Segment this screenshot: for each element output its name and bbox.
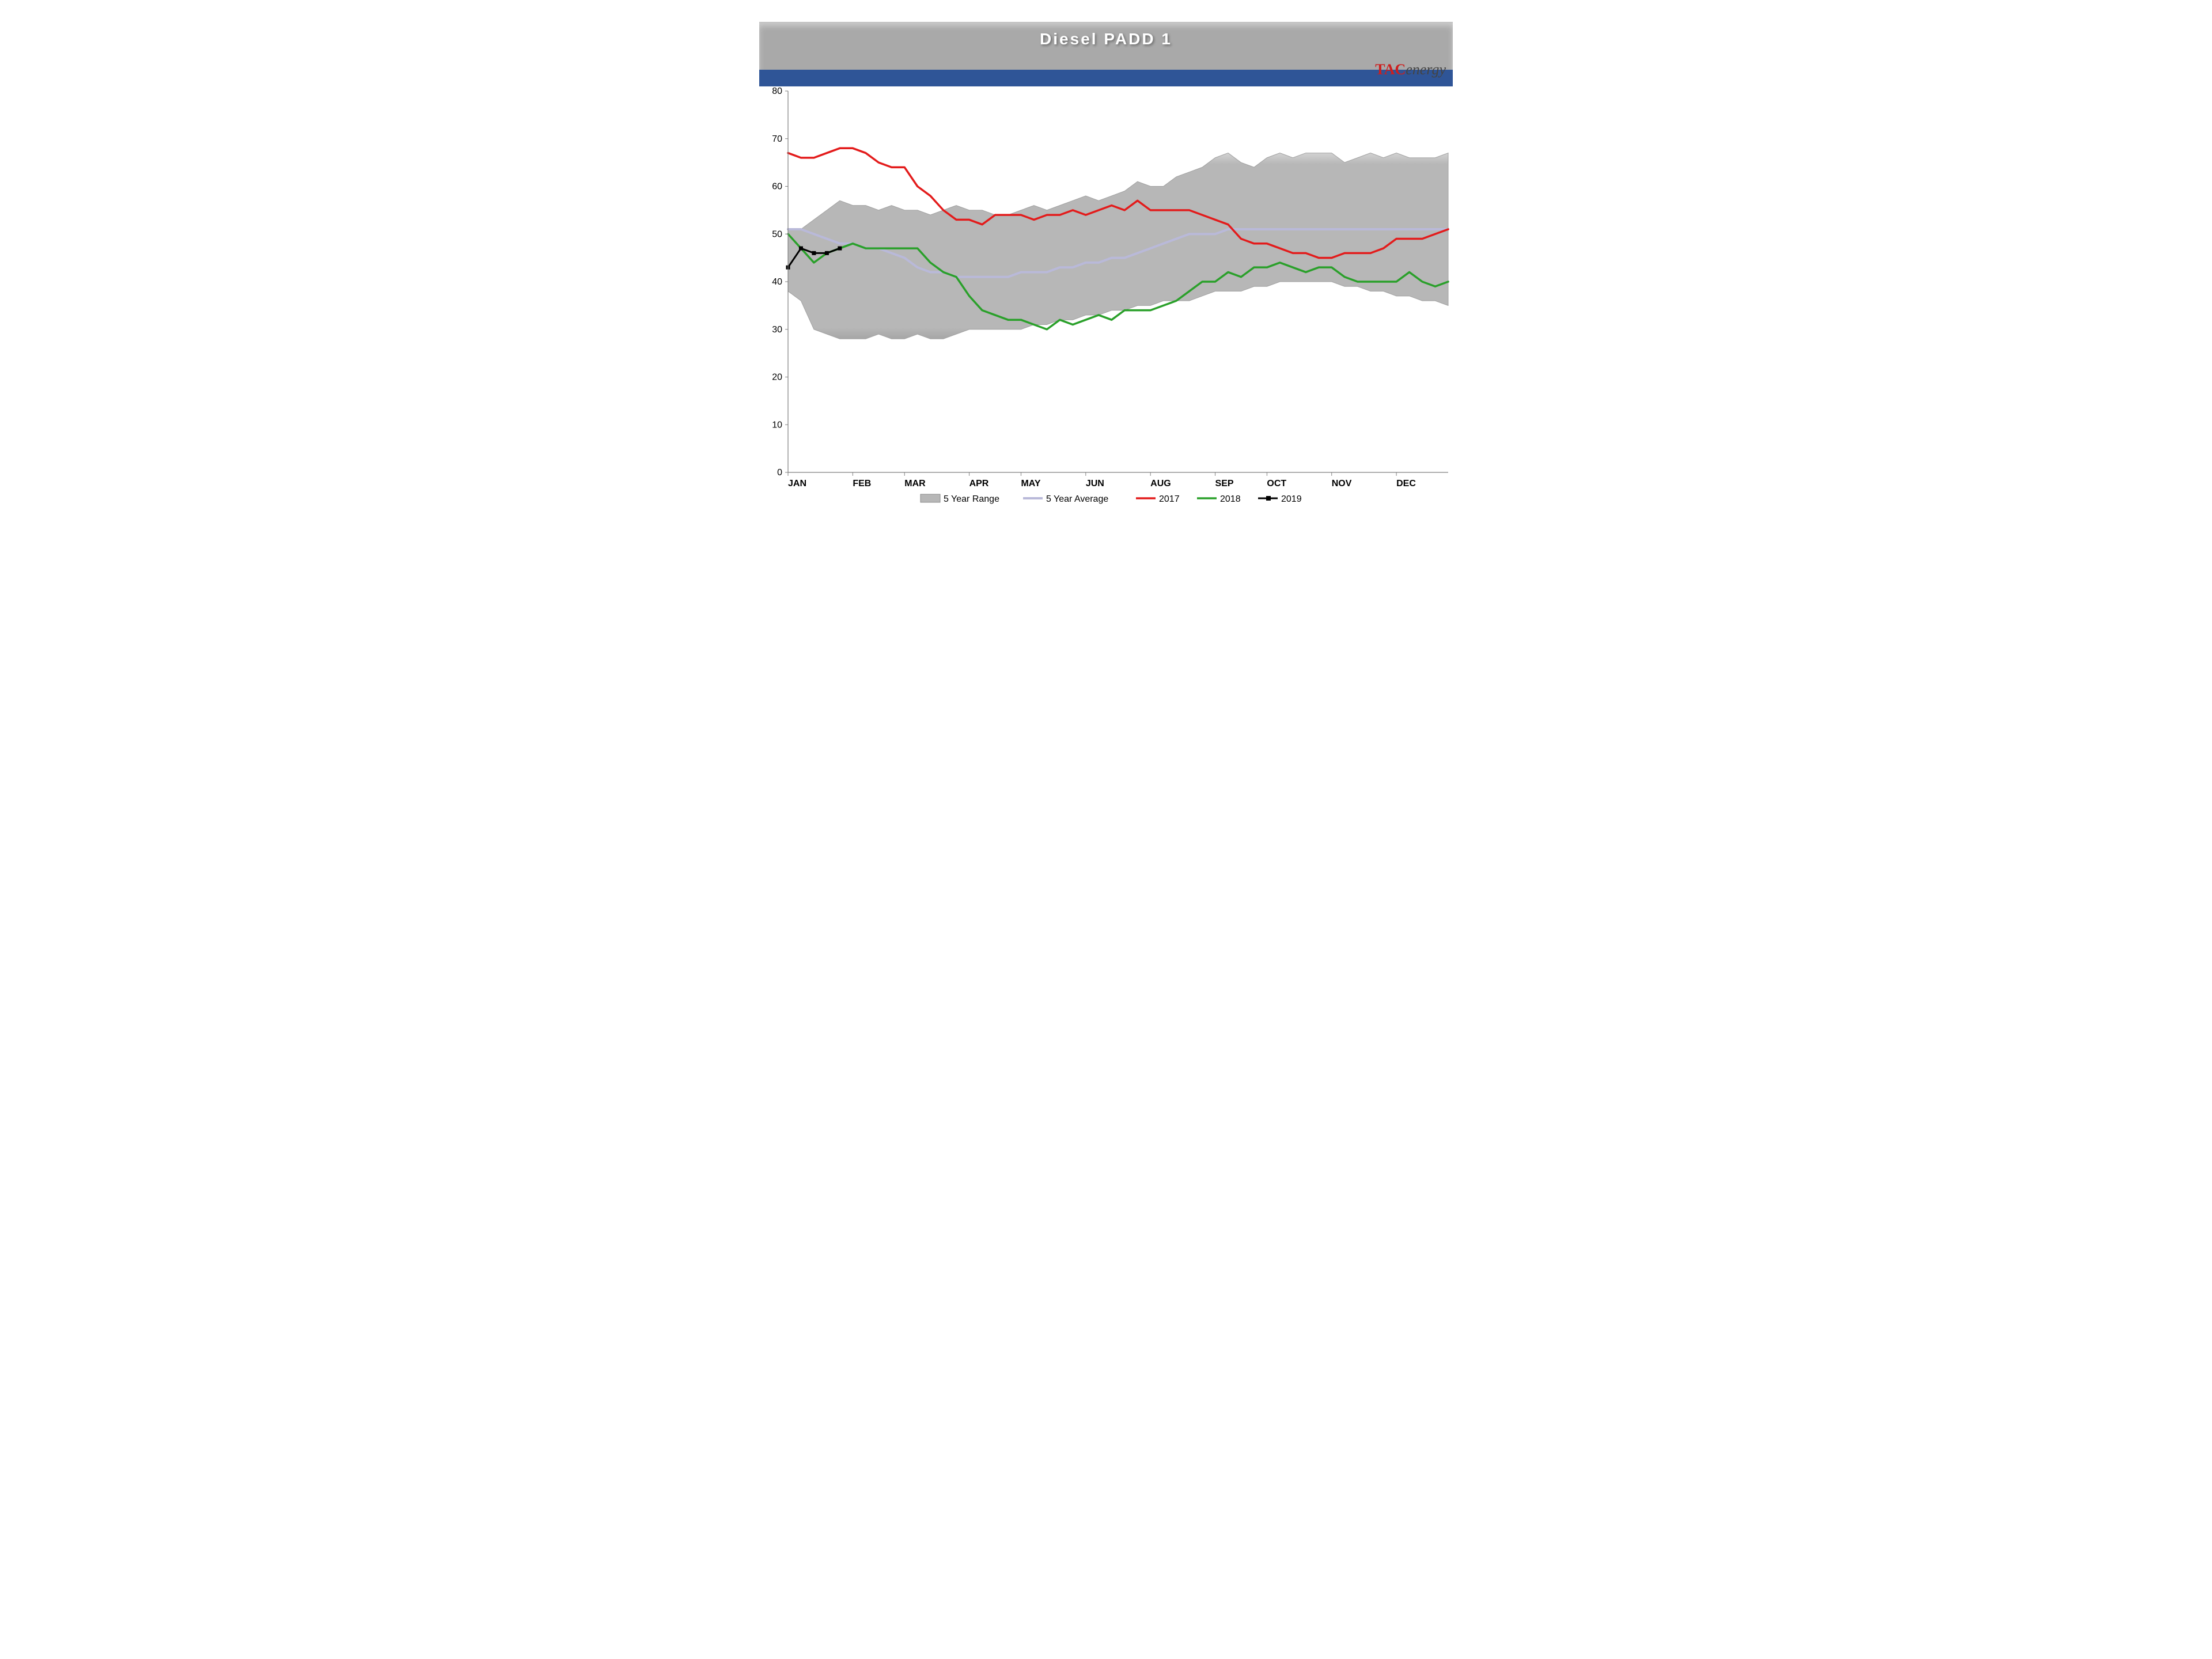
logo-suffix: energy [1406, 61, 1446, 78]
legend-item-y2019: 2019 [1258, 494, 1302, 504]
svg-text:JAN: JAN [788, 479, 806, 488]
logo-brand: TAC [1375, 61, 1406, 78]
svg-text:AUG: AUG [1150, 479, 1171, 488]
svg-text:20: 20 [772, 373, 782, 382]
legend: 5 Year Range 5 Year Average 2017 2018 2019 [921, 494, 1302, 504]
chart-page: Diesel PADD 1 TACenergy 0 10 20 30 40 50 60 70 8… [737, 0, 1475, 553]
chart-title: Diesel PADD 1 [737, 30, 1475, 48]
svg-text:60: 60 [772, 182, 782, 192]
range-area [788, 153, 1448, 339]
svg-text:MAR: MAR [904, 479, 926, 488]
line-chart: 0 10 20 30 40 50 60 70 80 JAN FEB MAR APR MAY JUN AUG S… [759, 86, 1453, 513]
legend-item-y2018: 2018 [1197, 494, 1241, 504]
svg-text:80: 80 [772, 86, 782, 96]
x-axis: JAN FEB MAR APR MAY JUN AUG SEP OCT NOV DEC [788, 472, 1416, 488]
svg-text:2019: 2019 [1281, 494, 1302, 504]
line-2019-marker [812, 251, 816, 255]
svg-text:70: 70 [772, 134, 782, 144]
svg-text:JUN: JUN [1086, 479, 1104, 488]
svg-text:0: 0 [777, 468, 782, 478]
svg-text:2018: 2018 [1220, 494, 1241, 504]
header-blue-strip [759, 76, 1453, 86]
svg-text:30: 30 [772, 325, 782, 335]
svg-text:APR: APR [969, 479, 989, 488]
svg-text:SEP: SEP [1215, 479, 1234, 488]
line-2019-marker [799, 247, 803, 251]
svg-text:5 Year Average: 5 Year Average [1046, 494, 1108, 504]
line-2019-marker [825, 251, 829, 255]
svg-text:40: 40 [772, 277, 782, 287]
svg-text:NOV: NOV [1332, 479, 1352, 488]
svg-text:DEC: DEC [1396, 479, 1416, 488]
legend-item-range: 5 Year Range [921, 494, 999, 504]
svg-text:FEB: FEB [853, 479, 871, 488]
brand-logo: TACenergy [1375, 61, 1446, 78]
svg-text:MAY: MAY [1021, 479, 1040, 488]
plot-area [786, 148, 1449, 339]
svg-text:50: 50 [772, 229, 782, 239]
line-2019-marker [838, 247, 842, 251]
legend-item-average: 5 Year Average [1023, 494, 1108, 504]
svg-text:OCT: OCT [1267, 479, 1286, 488]
svg-text:2017: 2017 [1159, 494, 1180, 504]
svg-text:5 Year Range: 5 Year Range [944, 494, 999, 504]
legend-item-y2017: 2017 [1136, 494, 1180, 504]
svg-text:10: 10 [772, 420, 782, 430]
